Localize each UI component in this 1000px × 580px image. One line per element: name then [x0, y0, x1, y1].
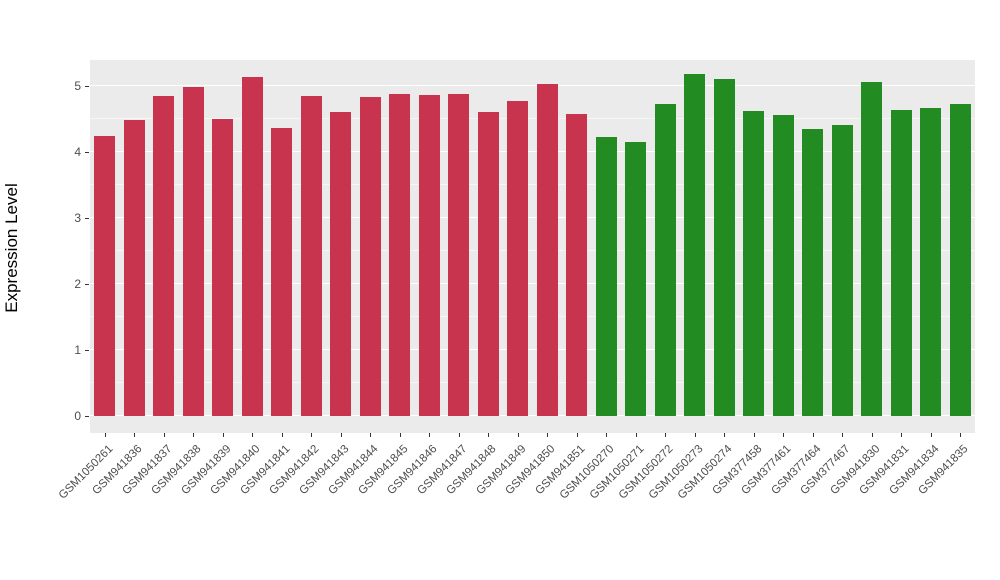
x-axis-tick	[517, 433, 519, 437]
bar-GSM941847	[448, 93, 470, 416]
gridline-minor	[90, 316, 975, 317]
bar-GSM941841	[271, 127, 293, 416]
bar-GSM941843	[330, 112, 352, 416]
x-axis-tick	[252, 433, 254, 437]
y-axis-tick	[85, 416, 89, 417]
x-axis-tick	[370, 433, 372, 437]
y-tick-label: 4	[74, 145, 81, 159]
x-axis-tick	[311, 433, 313, 437]
gridline-major	[90, 151, 975, 152]
gridline-major	[90, 415, 975, 416]
bar-GSM1050270	[595, 137, 617, 416]
y-axis-tick	[85, 350, 89, 351]
gridline-major	[90, 283, 975, 284]
y-axis-title: Expression Level	[2, 183, 21, 313]
gridline-minor	[90, 118, 975, 119]
bar-GSM941844	[359, 96, 381, 416]
plot-panel	[90, 60, 975, 433]
bar-GSM377464	[802, 128, 824, 416]
x-axis-tick	[606, 433, 608, 437]
bar-GSM941850	[536, 84, 558, 416]
bar-GSM377458	[743, 111, 765, 416]
y-axis-tick	[85, 86, 89, 87]
bar-GSM941849	[507, 101, 529, 416]
bar-GSM941834	[920, 108, 942, 416]
bar-GSM1050271	[625, 142, 647, 416]
y-tick-label: 0	[74, 409, 81, 423]
bar-GSM941830	[861, 82, 883, 416]
bar-GSM941837	[153, 95, 175, 416]
x-axis-tick	[222, 433, 224, 437]
y-tick-label: 5	[74, 79, 81, 93]
x-axis-tick	[399, 433, 401, 437]
y-tick-label: 3	[74, 211, 81, 225]
x-axis-tick	[635, 433, 637, 437]
x-axis-tick	[812, 433, 814, 437]
x-axis-tick	[901, 433, 903, 437]
x-axis-tick	[193, 433, 195, 437]
x-axis-tick	[783, 433, 785, 437]
gridline-minor	[90, 250, 975, 251]
x-axis-tick	[458, 433, 460, 437]
x-axis-tick	[694, 433, 696, 437]
bar-GSM941848	[477, 112, 499, 416]
x-axis-tick	[340, 433, 342, 437]
gridline-minor	[90, 184, 975, 185]
y-tick-label: 2	[74, 277, 81, 291]
gridline-minor	[90, 382, 975, 383]
x-axis-tick	[724, 433, 726, 437]
x-axis-tick	[960, 433, 962, 437]
bar-GSM1050261	[94, 135, 116, 416]
x-axis-tick	[281, 433, 283, 437]
bar-GSM941851	[566, 114, 588, 416]
x-axis-tick	[547, 433, 549, 437]
x-axis-tick	[488, 433, 490, 437]
bar-GSM941845	[389, 93, 411, 416]
x-axis-tick	[930, 433, 932, 437]
bar-GSM941835	[949, 104, 971, 416]
x-axis-tick	[429, 433, 431, 437]
y-axis-tick	[85, 152, 89, 153]
x-axis-tick	[871, 433, 873, 437]
bar-GSM941831	[890, 110, 912, 416]
y-axis-tick	[85, 284, 89, 285]
bar-GSM941839	[212, 119, 234, 416]
bar-GSM1050273	[684, 74, 706, 416]
bar-GSM377461	[772, 115, 794, 416]
x-axis-tick	[576, 433, 578, 437]
bar-GSM1050272	[654, 103, 676, 416]
gridline-major	[90, 85, 975, 86]
bar-GSM941840	[241, 77, 263, 416]
x-axis-tick	[753, 433, 755, 437]
bar-GSM941836	[123, 120, 145, 416]
y-axis-tick	[85, 218, 89, 219]
gridline-major	[90, 217, 975, 218]
bar-GSM941838	[182, 87, 204, 416]
bar-GSM941842	[300, 95, 322, 416]
x-axis-tick	[842, 433, 844, 437]
bar-GSM941846	[418, 95, 440, 416]
bar-GSM1050274	[713, 79, 735, 416]
x-axis-tick	[665, 433, 667, 437]
x-axis-tick	[134, 433, 136, 437]
x-axis-tick	[163, 433, 165, 437]
x-axis-tick	[104, 433, 106, 437]
gridline-major	[90, 349, 975, 350]
y-tick-label: 1	[74, 343, 81, 357]
bar-GSM377467	[831, 124, 853, 416]
